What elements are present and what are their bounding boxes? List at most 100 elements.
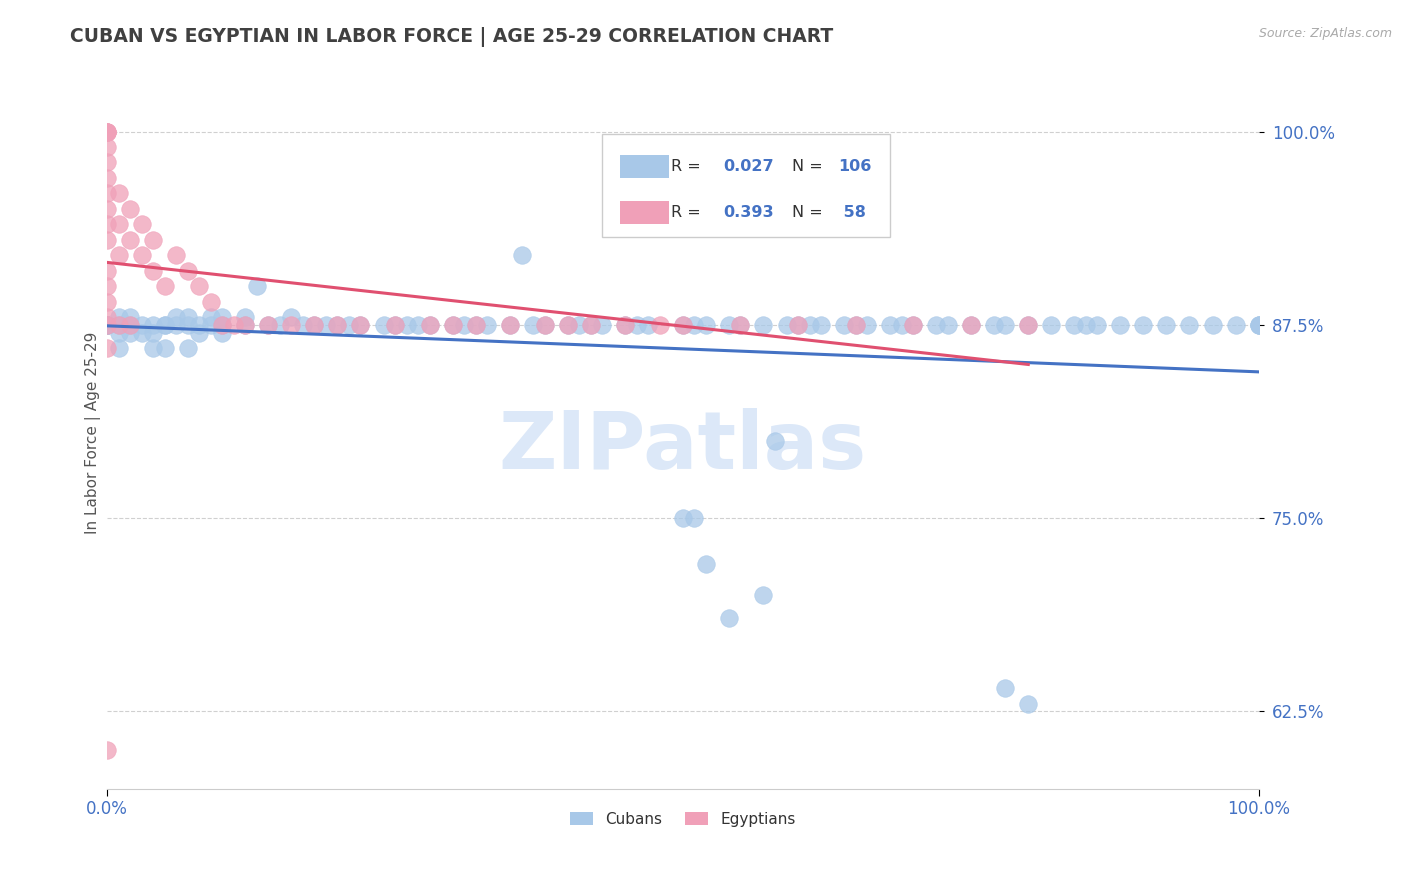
Point: [614, 318, 637, 332]
Text: ZIPatlas: ZIPatlas: [499, 409, 868, 486]
Text: N =: N =: [792, 205, 828, 220]
Point: [142, 341, 165, 355]
Point: [1225, 318, 1247, 332]
Point: [96, 170, 118, 185]
Point: [1017, 318, 1039, 332]
Point: [120, 233, 142, 247]
Text: N =: N =: [792, 159, 828, 174]
Point: [925, 318, 948, 332]
Point: [96, 743, 118, 757]
Point: [153, 279, 176, 293]
Point: [131, 326, 153, 340]
Point: [222, 318, 245, 332]
Point: [257, 318, 280, 332]
Legend: Cubans, Egyptians: Cubans, Egyptians: [562, 804, 803, 834]
Point: [96, 155, 118, 169]
Point: [1247, 318, 1270, 332]
Point: [107, 248, 129, 262]
Point: [120, 310, 142, 324]
Point: [120, 318, 142, 332]
Text: Source: ZipAtlas.com: Source: ZipAtlas.com: [1258, 27, 1392, 40]
FancyBboxPatch shape: [602, 135, 890, 237]
Point: [1017, 318, 1039, 332]
Point: [153, 318, 176, 332]
Point: [1201, 318, 1223, 332]
Point: [936, 318, 959, 332]
Point: [107, 318, 129, 332]
Point: [131, 248, 153, 262]
Point: [510, 248, 533, 262]
Text: 0.393: 0.393: [723, 205, 773, 220]
Point: [177, 310, 200, 324]
Point: [142, 233, 165, 247]
Point: [1074, 318, 1097, 332]
Point: [799, 318, 821, 332]
Text: R =: R =: [671, 205, 706, 220]
Point: [983, 318, 1005, 332]
Point: [1109, 318, 1132, 332]
Point: [1247, 318, 1270, 332]
Point: [994, 318, 1017, 332]
Point: [304, 318, 326, 332]
Point: [96, 263, 118, 277]
Point: [1156, 318, 1178, 332]
Point: [672, 318, 695, 332]
Point: [211, 318, 233, 332]
Point: [419, 318, 441, 332]
Point: [499, 318, 522, 332]
Point: [419, 318, 441, 332]
Point: [188, 279, 211, 293]
Point: [441, 318, 464, 332]
Point: [280, 318, 302, 332]
Point: [810, 318, 832, 332]
Point: [695, 558, 717, 572]
Point: [591, 318, 613, 332]
Point: [153, 341, 176, 355]
Point: [522, 318, 544, 332]
Point: [142, 326, 165, 340]
Point: [683, 318, 706, 332]
Point: [453, 318, 475, 332]
Point: [890, 318, 912, 332]
Point: [557, 318, 579, 332]
Point: [96, 341, 118, 355]
Point: [856, 318, 879, 332]
Y-axis label: In Labor Force | Age 25-29: In Labor Force | Age 25-29: [86, 332, 101, 534]
Point: [177, 318, 200, 332]
Point: [557, 318, 579, 332]
Point: [177, 341, 200, 355]
Point: [96, 140, 118, 154]
Point: [96, 124, 118, 138]
Point: [96, 217, 118, 231]
FancyBboxPatch shape: [620, 155, 669, 178]
Point: [165, 318, 187, 332]
Text: 106: 106: [838, 159, 872, 174]
Point: [96, 294, 118, 309]
Point: [845, 318, 868, 332]
Point: [614, 318, 637, 332]
Point: [533, 318, 555, 332]
Point: [120, 326, 142, 340]
Point: [96, 186, 118, 201]
Point: [1040, 318, 1063, 332]
Point: [96, 233, 118, 247]
Point: [579, 318, 602, 332]
Point: [994, 681, 1017, 695]
Point: [384, 318, 406, 332]
Point: [1063, 318, 1085, 332]
Point: [787, 318, 810, 332]
Point: [775, 318, 797, 332]
Point: [153, 318, 176, 332]
Point: [475, 318, 498, 332]
Point: [672, 318, 695, 332]
Point: [568, 318, 591, 332]
Point: [211, 310, 233, 324]
Point: [304, 318, 326, 332]
Point: [637, 318, 659, 332]
Point: [315, 318, 337, 332]
Point: [96, 318, 118, 332]
Point: [107, 310, 129, 324]
Point: [879, 318, 901, 332]
Point: [384, 318, 406, 332]
Point: [235, 318, 257, 332]
